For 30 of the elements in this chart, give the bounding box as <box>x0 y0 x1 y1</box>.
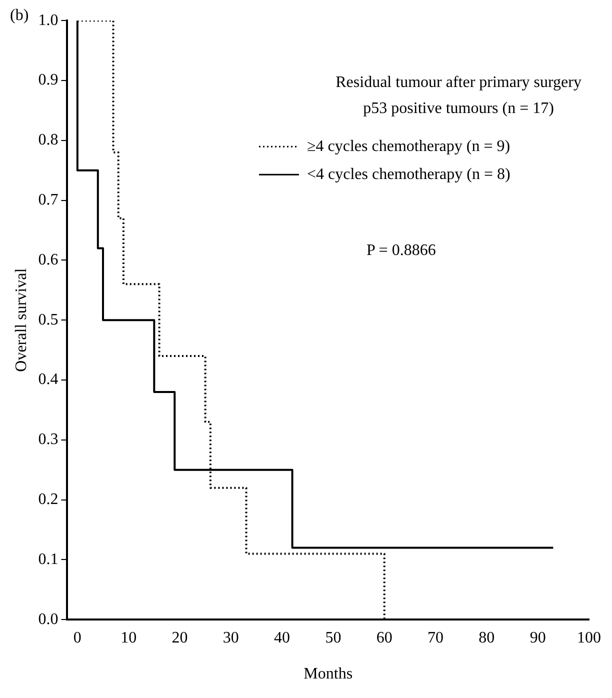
text: Residual tumour after primary surgery <box>336 74 582 91</box>
y-tick-label: 0.6 <box>38 251 58 268</box>
legend-label: ≥4 cycles chemotherapy (n = 9) <box>307 138 510 155</box>
y-tick-label: 0.0 <box>38 610 58 628</box>
y-tick-label: 0.3 <box>38 431 58 448</box>
x-tick-label: 100 <box>577 629 601 646</box>
x-tick-label: 20 <box>172 629 188 646</box>
x-tick-label: 40 <box>274 629 290 646</box>
y-axis-title: Overall survival <box>12 268 30 372</box>
y-tick-label: 0.5 <box>38 311 58 328</box>
legend-label: <4 cycles chemotherapy (n = 8) <box>307 166 510 183</box>
y-tick-label: 0.9 <box>38 72 58 89</box>
text: (b) <box>10 7 29 24</box>
y-tick-label: 0.4 <box>38 371 58 388</box>
y-tick-label: 0.7 <box>38 192 58 209</box>
x-tick-label: 10 <box>120 629 137 646</box>
annotation: P = 0.8866 <box>366 242 436 259</box>
text: p53 positive tumours (n = 17) <box>363 100 554 117</box>
y-tick-label: 0.2 <box>38 491 58 508</box>
x-tick-label: 70 <box>428 629 444 646</box>
y-tick-label: 0.1 <box>38 550 58 568</box>
x-tick-label: 30 <box>222 629 239 646</box>
x-axis-title: Months <box>304 666 353 683</box>
y-tick-label: 0.8 <box>38 132 58 149</box>
x-tick-label: 0 <box>73 629 82 646</box>
x-tick-label: 80 <box>478 629 495 646</box>
x-tick-label: 90 <box>530 629 546 646</box>
y-tick-label: 1.0 <box>38 12 58 29</box>
x-tick-label: 60 <box>376 629 392 646</box>
x-tick-label: 50 <box>325 629 342 646</box>
